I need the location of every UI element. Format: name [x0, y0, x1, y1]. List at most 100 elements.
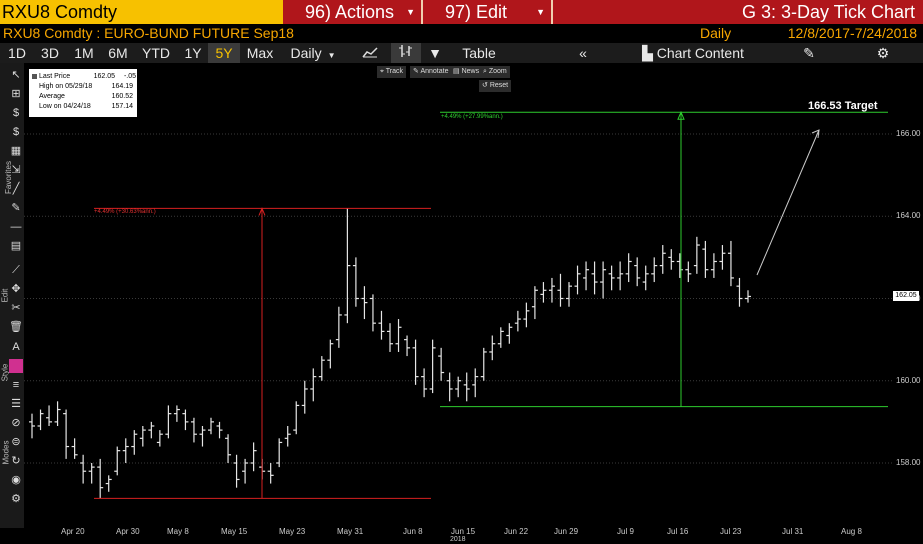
date-axis: Apr 20 Apr 30 May 8 May 15 May 23 May 31 Jun 8…: [24, 523, 892, 544]
legend-label: High on 05/29/18: [39, 83, 93, 90]
scissors-icon[interactable]: ✂: [11, 302, 21, 314]
x-tick-label: Jul 9: [617, 527, 634, 536]
interval-dropdown[interactable]: Daily ▼: [280, 43, 346, 63]
news-label: News: [461, 68, 480, 75]
chart-content-icon: ▙: [642, 45, 657, 61]
period-3d[interactable]: 3D: [41, 45, 59, 61]
last-price-marker: 162.05: [893, 291, 919, 302]
edit-label: 97) Edit: [445, 2, 508, 22]
chart-type-dropdown[interactable]: ▼: [423, 43, 447, 63]
link-icon[interactable]: ⊘: [11, 417, 21, 429]
modes-label: Modes: [1, 440, 11, 465]
y-tick-label: 166.00: [896, 129, 921, 138]
x-tick-label: Jul 23: [720, 527, 742, 536]
green-measure-label: +4.49% (+27.99%ann.): [441, 114, 503, 120]
line-tool-icon[interactable]: ╱: [12, 183, 20, 195]
subheader: RXU8 Comdty : EURO-BUND FUTURE Sep18 Dai…: [0, 24, 923, 43]
period-1m[interactable]: 1M: [74, 45, 94, 61]
gear-icon[interactable]: ⚙: [11, 493, 21, 505]
red-arrow-icon: [258, 207, 266, 216]
frequency-label: Daily: [700, 25, 732, 41]
year-label: 2018: [450, 536, 466, 543]
zoom-icon[interactable]: ⊞: [11, 88, 21, 100]
caret-down-icon: ▼: [327, 51, 336, 60]
annotate-label: Annotate: [420, 68, 449, 75]
period-5y[interactable]: 5Y: [208, 43, 240, 63]
collapse-button[interactable]: «: [579, 45, 587, 61]
settings-gear-icon[interactable]: ⚙: [876, 45, 890, 61]
x-tick-label: May 23: [279, 527, 306, 536]
reset-label: Reset: [489, 82, 509, 89]
period-1d[interactable]: 1D: [8, 45, 26, 61]
dollar-chart-icon[interactable]: $: [12, 126, 20, 138]
move-icon[interactable]: ✥: [11, 283, 21, 295]
y-tick-label: 160.00: [896, 375, 921, 385]
resize-icon[interactable]: ⇲: [11, 164, 21, 176]
caret-down-icon: ▼: [428, 45, 442, 61]
chart-title: G 3: 3-Day Tick Chart: [741, 2, 915, 22]
security-description: RXU8 Comdty : EURO-BUND FUTURE Sep18: [3, 25, 294, 41]
x-tick-label: Apr 30: [116, 527, 140, 536]
annotate-button[interactable]: ✎ Annotate: [410, 66, 452, 78]
trash-icon[interactable]: 🗑: [9, 321, 23, 333]
price-icon[interactable]: $: [12, 107, 20, 119]
horizontal-line-icon[interactable]: —: [10, 221, 22, 233]
style-label: Style: [0, 363, 10, 382]
period-max[interactable]: Max: [246, 45, 274, 61]
legend-value: 157.14: [111, 103, 133, 110]
news-button[interactable]: ▤ News: [450, 66, 483, 78]
edit-menu[interactable]: 97) Edit ▼: [423, 0, 551, 24]
text-style-icon[interactable]: A: [12, 341, 20, 353]
color-swatch-icon[interactable]: [9, 359, 23, 373]
globe-icon[interactable]: ◉: [11, 474, 21, 486]
trend-line-icon[interactable]: ⟋: [12, 264, 20, 276]
bar-chart-icon[interactable]: [391, 43, 421, 63]
title-bar: RXU8 Comdty 96) Actions ▼ 97) Edit ▼ G 3…: [0, 0, 923, 24]
period-6m[interactable]: 6M: [108, 45, 128, 61]
pencil-icon[interactable]: ✎: [11, 202, 21, 214]
channel-icon[interactable]: ▤: [10, 240, 22, 252]
green-arrow-icon: [677, 110, 685, 120]
track-label: Track: [385, 68, 404, 75]
line-weight-icon[interactable]: ≡: [12, 379, 20, 391]
date-range[interactable]: 12/8/2017-7/24/2018: [787, 25, 917, 41]
target-label: 166.53 Target: [808, 100, 878, 112]
divider: [421, 0, 423, 24]
target-arrow-icon: [811, 129, 820, 139]
x-tick-label: Jun 8: [403, 527, 423, 536]
last-price-swatch: [32, 74, 37, 79]
zoom-button[interactable]: ⌕ Zoom: [480, 66, 510, 78]
refresh-icon[interactable]: ↻: [11, 455, 21, 467]
x-tick-label: Jun 29: [554, 527, 579, 536]
x-tick-label: Aug 8: [841, 527, 862, 536]
legend-average: Average 160.52: [39, 92, 133, 101]
reset-button[interactable]: ↺ Reset: [479, 80, 512, 92]
line-style-icon[interactable]: ☰: [11, 398, 21, 410]
line-chart-icon[interactable]: [355, 43, 385, 63]
favorites-label: Favorites: [3, 161, 13, 194]
cursor-icon[interactable]: ↖: [11, 69, 21, 81]
period-ytd[interactable]: YTD: [142, 45, 170, 61]
chart-content-button[interactable]: ▙ Chart Content: [628, 43, 758, 63]
track-button[interactable]: ⌖ Track: [377, 66, 407, 78]
zoom-label: Zoom: [488, 68, 507, 75]
price-chart[interactable]: [24, 63, 892, 523]
actions-label: 96) Actions: [305, 2, 395, 22]
legend-label: Last Price: [39, 73, 71, 80]
drawing-tools-sidebar: ↖ ⊞ $ $ ▦ ⇲ ╱ ✎ — ▤ ⟋ ✥ ✂ 🗑 A ≡ ☰ ⊘ ⊜ ↻ …: [0, 63, 24, 528]
legend-box[interactable]: Last Price 162.05 -.05 High on 05/29/18 …: [29, 69, 137, 117]
study-icon[interactable]: ▦: [10, 145, 22, 157]
edit-pencil-icon[interactable]: ✎: [803, 45, 815, 61]
legend-low: Low on 04/24/18 157.14: [39, 102, 133, 111]
period-1y[interactable]: 1Y: [184, 45, 202, 61]
y-tick-label: 164.00: [896, 211, 921, 221]
red-measure-label: +4.49% (+30.63%ann.): [94, 209, 156, 215]
actions-menu[interactable]: 96) Actions ▼: [283, 0, 421, 24]
table-button[interactable]: Table: [462, 45, 496, 61]
chart-toolbar: 1D 3D 1M 6M YTD 1Y 5Y Max Daily ▼ ▼ Table…: [0, 43, 923, 63]
security-ticker[interactable]: RXU8 Comdty: [0, 0, 283, 24]
lock-icon[interactable]: ⊜: [11, 436, 21, 448]
x-tick-label: Jun 22: [504, 527, 529, 536]
divider: [551, 0, 553, 24]
caret-down-icon: ▼: [406, 7, 415, 17]
